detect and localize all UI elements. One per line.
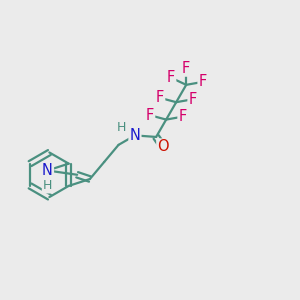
Text: O: O — [157, 140, 169, 154]
Text: F: F — [146, 108, 154, 123]
Text: F: F — [199, 74, 207, 89]
Text: H: H — [116, 121, 126, 134]
Text: F: F — [182, 61, 190, 76]
Text: F: F — [156, 90, 164, 105]
Text: F: F — [167, 70, 175, 85]
Text: N: N — [42, 163, 53, 178]
Text: H: H — [43, 179, 52, 193]
Text: F: F — [188, 92, 197, 107]
Text: N: N — [130, 128, 140, 143]
Text: F: F — [178, 109, 187, 124]
